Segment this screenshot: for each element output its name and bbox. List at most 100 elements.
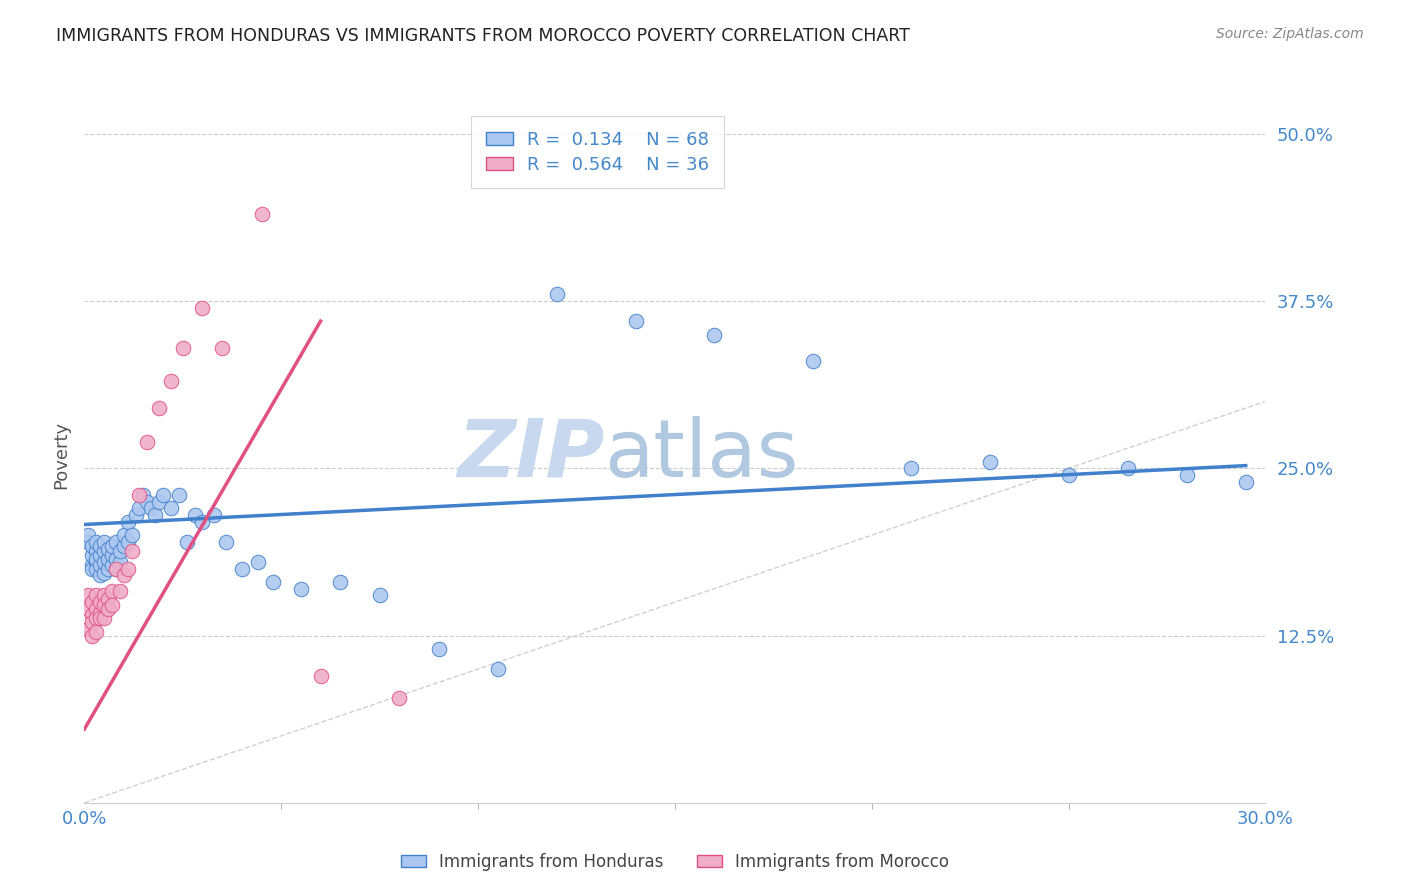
Point bbox=[128, 488, 150, 502]
Point bbox=[84, 602, 107, 616]
Point bbox=[84, 589, 107, 603]
Point bbox=[215, 534, 238, 549]
Point bbox=[160, 375, 183, 389]
Point bbox=[136, 434, 159, 449]
Point bbox=[176, 534, 198, 549]
Point bbox=[84, 624, 107, 639]
Point bbox=[89, 568, 111, 582]
Point bbox=[101, 548, 124, 563]
Point bbox=[82, 548, 104, 563]
Point bbox=[108, 555, 131, 569]
Point bbox=[136, 494, 159, 508]
Point bbox=[104, 552, 127, 566]
Point bbox=[121, 544, 143, 558]
Point bbox=[108, 544, 131, 558]
Point bbox=[101, 598, 124, 612]
Point bbox=[82, 539, 104, 553]
Point bbox=[101, 558, 124, 572]
Point bbox=[546, 287, 568, 301]
Point bbox=[143, 508, 166, 523]
Point bbox=[97, 592, 120, 607]
Point bbox=[97, 541, 120, 556]
Point bbox=[979, 455, 1001, 469]
Point bbox=[93, 555, 115, 569]
Point bbox=[77, 589, 100, 603]
Point bbox=[1116, 461, 1139, 475]
Point bbox=[801, 354, 824, 368]
Point bbox=[121, 528, 143, 542]
Point bbox=[93, 611, 115, 625]
Point bbox=[97, 562, 120, 576]
Point bbox=[89, 539, 111, 553]
Point bbox=[84, 555, 107, 569]
Point bbox=[1234, 475, 1257, 489]
Point bbox=[148, 401, 170, 416]
Point bbox=[97, 602, 120, 616]
Point bbox=[427, 642, 450, 657]
Point bbox=[211, 341, 233, 355]
Point bbox=[89, 595, 111, 609]
Point bbox=[117, 562, 139, 576]
Point bbox=[624, 314, 647, 328]
Y-axis label: Poverty: Poverty bbox=[52, 421, 70, 489]
Point bbox=[112, 528, 135, 542]
Point bbox=[82, 628, 104, 642]
Point bbox=[132, 488, 155, 502]
Point bbox=[93, 544, 115, 558]
Point bbox=[84, 544, 107, 558]
Point bbox=[89, 548, 111, 563]
Text: Source: ZipAtlas.com: Source: ZipAtlas.com bbox=[1216, 27, 1364, 41]
Point bbox=[309, 669, 332, 683]
Point bbox=[101, 584, 124, 599]
Point bbox=[368, 589, 391, 603]
Point bbox=[108, 584, 131, 599]
Point bbox=[104, 562, 127, 576]
Point bbox=[77, 528, 100, 542]
Point bbox=[82, 595, 104, 609]
Point bbox=[117, 515, 139, 529]
Point bbox=[900, 461, 922, 475]
Point bbox=[84, 611, 107, 625]
Point bbox=[89, 606, 111, 620]
Point bbox=[112, 539, 135, 553]
Point bbox=[93, 589, 115, 603]
Point bbox=[82, 615, 104, 630]
Point bbox=[101, 539, 124, 553]
Point bbox=[167, 488, 190, 502]
Point bbox=[1175, 467, 1198, 482]
Point bbox=[152, 488, 174, 502]
Point bbox=[231, 562, 253, 576]
Point bbox=[160, 501, 183, 516]
Point bbox=[82, 608, 104, 623]
Point bbox=[191, 301, 214, 315]
Point bbox=[112, 568, 135, 582]
Point bbox=[84, 534, 107, 549]
Point bbox=[84, 552, 107, 566]
Point bbox=[97, 552, 120, 566]
Point bbox=[388, 691, 411, 706]
Point bbox=[172, 341, 194, 355]
Point bbox=[290, 582, 312, 596]
Point bbox=[148, 494, 170, 508]
Point bbox=[84, 562, 107, 576]
Point bbox=[89, 558, 111, 572]
Point bbox=[246, 555, 269, 569]
Point bbox=[191, 515, 214, 529]
Point bbox=[1057, 467, 1080, 482]
Point bbox=[77, 622, 100, 636]
Point bbox=[82, 558, 104, 572]
Point bbox=[202, 508, 225, 523]
Point bbox=[262, 575, 284, 590]
Point bbox=[82, 562, 104, 576]
Point bbox=[141, 501, 163, 516]
Point bbox=[183, 508, 205, 523]
Point bbox=[329, 575, 352, 590]
Point bbox=[77, 534, 100, 549]
Point bbox=[104, 562, 127, 576]
Point bbox=[124, 508, 146, 523]
Point bbox=[93, 566, 115, 580]
Point bbox=[93, 534, 115, 549]
Point bbox=[89, 611, 111, 625]
Text: atlas: atlas bbox=[605, 416, 799, 494]
Point bbox=[104, 534, 127, 549]
